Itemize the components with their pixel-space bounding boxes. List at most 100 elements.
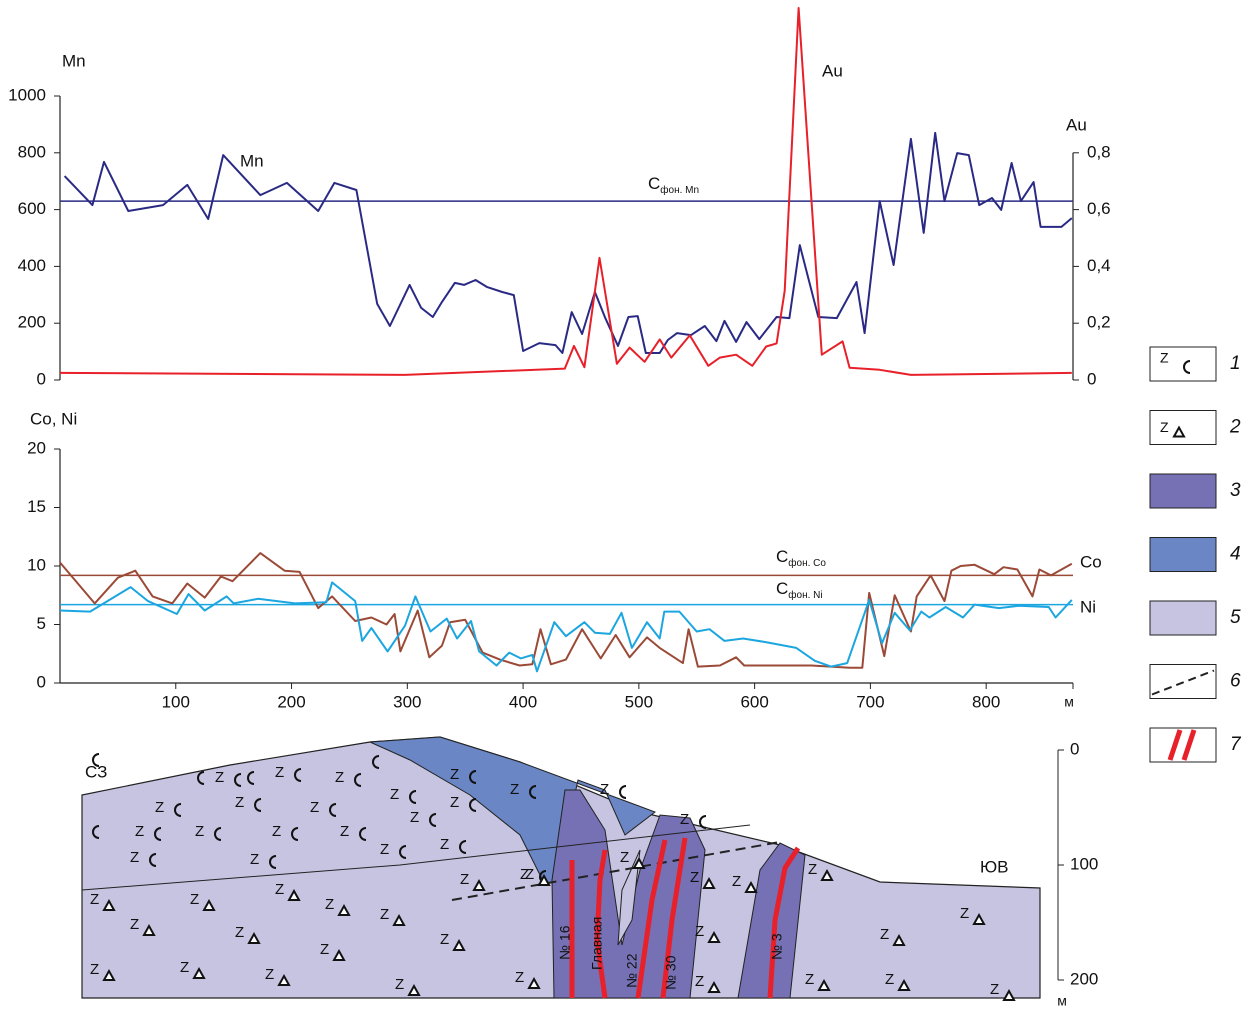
rock-symbol: Z xyxy=(380,841,389,858)
triangle-symbol xyxy=(1172,425,1186,438)
vein xyxy=(767,846,801,999)
rock-symbol: Z xyxy=(395,976,404,993)
series-line xyxy=(59,7,1072,376)
legend-item: 7 xyxy=(1149,727,1242,763)
reference-subscript: фон. Ni xyxy=(788,589,822,601)
rock-symbol: Z xyxy=(680,811,689,828)
y-tick-label: 0 xyxy=(37,672,46,691)
x-tick-label: 700 xyxy=(856,692,884,711)
legend-swatch xyxy=(1149,346,1217,382)
series-line xyxy=(63,131,1073,354)
y2-tick-label: 0,4 xyxy=(1087,256,1111,275)
legend-symbol: Z xyxy=(1160,419,1169,435)
crescent-symbol xyxy=(359,827,367,841)
reference-subscript: фон. Mn xyxy=(660,184,699,196)
crescent-symbol xyxy=(469,770,477,784)
crescent-symbol xyxy=(329,803,337,817)
triangle-symbol xyxy=(1002,988,1016,1001)
y-tick-label: 1000 xyxy=(8,85,46,104)
triangle-symbol xyxy=(332,948,346,961)
crescent-symbol xyxy=(247,771,255,785)
crescent-symbol xyxy=(214,827,222,841)
legend-swatch xyxy=(1149,410,1217,445)
crescent-symbol xyxy=(354,773,362,787)
y-axis-label: Mn xyxy=(62,51,86,70)
legend-number: 6 xyxy=(1230,671,1241,692)
rock-symbol: Z xyxy=(960,905,969,922)
rock-symbol: Z xyxy=(130,849,139,866)
fault xyxy=(451,841,781,901)
x-tick-label: 400 xyxy=(509,692,537,711)
rock-symbol: Z xyxy=(275,764,284,781)
x-tick-label: 500 xyxy=(625,692,653,711)
y2-tick-label: 0,6 xyxy=(1087,199,1111,218)
triangle-symbol xyxy=(892,933,906,946)
crescent-symbol xyxy=(429,813,437,827)
triangle-symbol xyxy=(102,968,116,981)
crescent-symbol xyxy=(291,827,299,841)
legend-swatch xyxy=(1149,537,1217,572)
crescent-symbol xyxy=(459,840,467,854)
crescent-symbol xyxy=(254,798,262,812)
legend-item: 4 xyxy=(1149,537,1241,572)
y2-tick-label: 0,8 xyxy=(1087,142,1111,161)
section-right-label: ЮВ xyxy=(980,857,1009,876)
rock-symbol: Z xyxy=(410,809,419,826)
depth-unit: м xyxy=(1057,993,1067,1009)
vein xyxy=(594,849,608,999)
x-tick-label: 600 xyxy=(740,692,768,711)
crescent-symbol xyxy=(197,771,205,785)
x-tick-label: 200 xyxy=(277,692,305,711)
series-label: Ni xyxy=(1080,597,1096,616)
y2-tick-label: 0 xyxy=(1087,369,1096,388)
reference-subscript: фон. Co xyxy=(788,557,826,569)
rock-symbol: Z xyxy=(325,896,334,913)
triangle-symbol xyxy=(287,888,301,901)
crescent-symbol xyxy=(1183,360,1191,374)
triangle-symbol xyxy=(392,913,406,926)
rock-symbol: Z xyxy=(990,981,999,998)
x-axis-label: м xyxy=(1064,694,1074,710)
series-line xyxy=(59,581,1073,673)
y-tick-label: 400 xyxy=(18,256,46,275)
legend-vein xyxy=(1181,729,1197,761)
legend-item: 3 xyxy=(1149,473,1241,509)
crescent-symbol xyxy=(619,785,627,799)
y2-tick-label: 0,2 xyxy=(1087,313,1111,332)
y-tick-label: 200 xyxy=(18,313,46,332)
rock-symbol: Z xyxy=(808,861,817,878)
rock-symbol: Z xyxy=(235,794,244,811)
rock-symbol: Z xyxy=(690,869,699,886)
vein xyxy=(660,837,688,999)
y-tick-label: 15 xyxy=(27,497,46,516)
triangle-symbol xyxy=(632,856,646,869)
depth-tick-label: 0 xyxy=(1070,739,1079,758)
rock-symbol: Z xyxy=(732,873,741,890)
rock-symbol: Z xyxy=(450,766,459,783)
rock-symbol: Z xyxy=(515,969,524,986)
rock-symbol: Z xyxy=(90,891,99,908)
rock-symbol: Z xyxy=(880,926,889,943)
rock-symbol: Z xyxy=(520,866,529,883)
vein-label: № 22 xyxy=(624,953,640,988)
legend-swatch xyxy=(1149,473,1217,509)
rock-symbol: Z xyxy=(155,799,164,816)
triangle-symbol xyxy=(192,966,206,979)
x-tick-label: 300 xyxy=(393,692,421,711)
rock-symbol: Z xyxy=(460,871,469,888)
triangle-symbol xyxy=(707,930,721,943)
triangle-symbol xyxy=(702,876,716,889)
rock-symbol: Z xyxy=(510,781,519,798)
legend-fault xyxy=(1151,669,1215,696)
crescent-symbol xyxy=(699,815,707,829)
depth-tick-label: 200 xyxy=(1070,969,1098,988)
rock-symbol: Z xyxy=(235,924,244,941)
crescent-symbol xyxy=(174,803,182,817)
depth-tick-label: 100 xyxy=(1070,854,1098,873)
crescent-symbol xyxy=(469,798,477,812)
triangle-symbol xyxy=(337,903,351,916)
rock-symbol: Z xyxy=(215,769,224,786)
reference-label: Cфон. Co xyxy=(776,547,826,568)
vein-label: Главная xyxy=(589,917,605,970)
